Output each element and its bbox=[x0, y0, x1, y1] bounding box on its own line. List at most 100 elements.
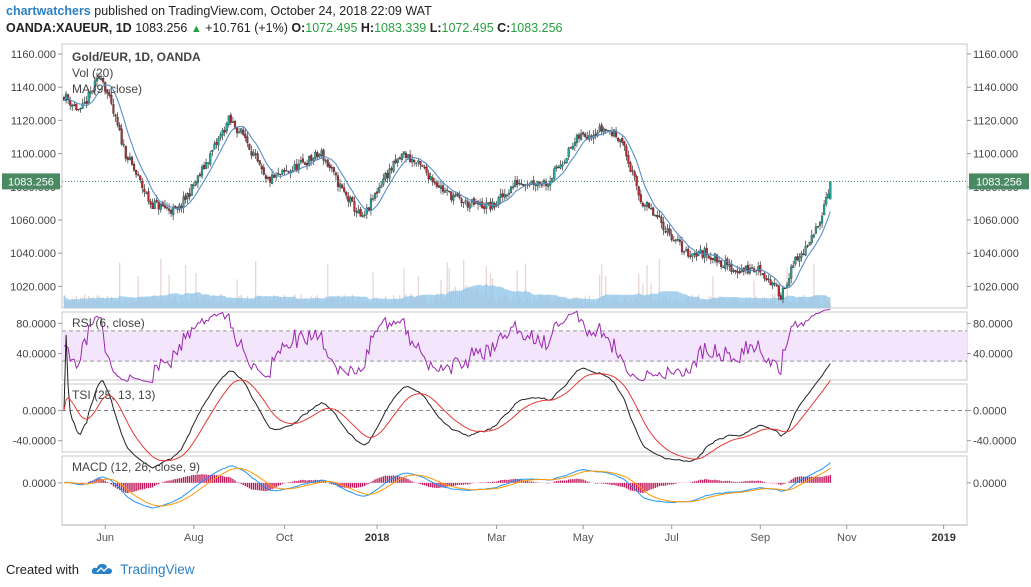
macd-histogram-bar bbox=[407, 479, 409, 483]
price-tick-label-right: 1100.000 bbox=[973, 149, 1018, 161]
macd-histogram-bar bbox=[699, 479, 702, 483]
macd-histogram-bar bbox=[582, 479, 584, 483]
candle-body bbox=[650, 208, 653, 210]
time-tick-label: 2019 bbox=[931, 532, 955, 544]
candle-body bbox=[452, 195, 455, 201]
candle-body bbox=[132, 163, 136, 171]
candle-body bbox=[763, 273, 766, 279]
candle-body bbox=[703, 248, 706, 258]
macd-histogram-bar bbox=[158, 482, 160, 485]
macd-histogram-bar bbox=[419, 482, 422, 485]
volume-bar bbox=[327, 263, 329, 308]
price-tick-label-right: 1140.000 bbox=[973, 82, 1018, 94]
candle-body bbox=[153, 201, 156, 210]
tradingview-logo[interactable]: TradingView bbox=[120, 562, 195, 577]
candle-body bbox=[314, 152, 317, 159]
candle-body bbox=[645, 202, 649, 207]
candle-body bbox=[695, 253, 698, 257]
candle-body bbox=[122, 144, 125, 146]
candle-body bbox=[532, 180, 535, 185]
macd-histogram-bar bbox=[491, 481, 494, 483]
volume-bar bbox=[448, 268, 450, 308]
volume-bar bbox=[524, 263, 527, 308]
osc-tick-label-left: -40.0000 bbox=[13, 436, 56, 448]
macd-histogram-bar bbox=[500, 480, 502, 483]
macd-histogram-bar bbox=[811, 476, 813, 483]
candle-body bbox=[656, 215, 659, 218]
candle-body bbox=[413, 160, 416, 163]
macd-histogram-bar bbox=[654, 482, 656, 488]
candle-body bbox=[388, 168, 391, 179]
macd-histogram-bar bbox=[693, 481, 696, 483]
macd-histogram-bar bbox=[440, 482, 442, 488]
candle-body bbox=[658, 215, 661, 217]
candle-body bbox=[759, 265, 762, 273]
candle-body bbox=[186, 192, 189, 199]
macd-histogram-bar bbox=[710, 479, 712, 483]
tsi-line bbox=[63, 334, 831, 469]
chart-area[interactable]: 1160.000 1160.000 1140.000 1140.000 1120.000… bbox=[0, 40, 1031, 556]
candle-body bbox=[415, 162, 418, 164]
macd-histogram-bar bbox=[596, 482, 599, 484]
osc-tick-label-left: 40.0000 bbox=[16, 349, 56, 361]
candle-body bbox=[155, 200, 158, 203]
candle-body bbox=[396, 158, 399, 164]
candle-body bbox=[147, 191, 150, 202]
candle-body bbox=[757, 266, 760, 271]
macd-histogram-bar bbox=[495, 481, 498, 483]
macd-histogram-bar bbox=[666, 482, 669, 485]
candle-body bbox=[159, 203, 162, 210]
macd-histogram-bar bbox=[423, 482, 426, 486]
macd-histogram-bar bbox=[193, 474, 195, 483]
candle-body bbox=[326, 159, 329, 167]
macd-histogram-bar bbox=[796, 476, 799, 483]
macd-histogram-bar bbox=[320, 480, 323, 483]
candle-body bbox=[240, 128, 243, 133]
macd-histogram-bar bbox=[671, 482, 673, 485]
macd-histogram-bar bbox=[467, 482, 469, 485]
macd-histogram-bar bbox=[199, 474, 201, 483]
macd-histogram-bar bbox=[518, 479, 520, 483]
candle-body bbox=[557, 166, 560, 169]
price-tick-label-left: 1160.000 bbox=[11, 49, 56, 61]
candle-body bbox=[165, 207, 169, 209]
candle-body bbox=[219, 134, 222, 139]
macd-histogram-bar bbox=[644, 482, 646, 493]
ma-label: MA (9, close) bbox=[72, 82, 142, 96]
macd-histogram-bar bbox=[798, 476, 801, 483]
candle-body bbox=[104, 82, 107, 92]
macd-histogram-bar bbox=[380, 477, 382, 483]
candle-body bbox=[273, 174, 276, 178]
macd-histogram-bar bbox=[668, 482, 671, 485]
macd-histogram-bar bbox=[234, 480, 236, 483]
close-value: 1083.256 bbox=[510, 21, 563, 35]
macd-histogram-bar bbox=[223, 476, 226, 483]
candle-body bbox=[520, 183, 523, 185]
author-link[interactable]: chartwatchers bbox=[6, 4, 91, 18]
candle-body bbox=[262, 167, 265, 175]
macd-histogram-bar bbox=[197, 474, 199, 483]
macd-histogram-bar bbox=[743, 481, 745, 483]
macd-histogram-bar bbox=[432, 482, 434, 488]
low-label: L: bbox=[429, 21, 442, 35]
candle-body bbox=[569, 147, 572, 149]
candle-body bbox=[77, 108, 80, 111]
macd-histogram-bar bbox=[427, 482, 430, 487]
macd-histogram-bar bbox=[504, 479, 506, 483]
candle-body bbox=[711, 258, 714, 260]
candle-body bbox=[248, 143, 251, 150]
high-label: H: bbox=[360, 21, 375, 35]
macd-histogram-bar bbox=[615, 482, 617, 486]
price-tick-label-left: 1120.000 bbox=[11, 115, 56, 127]
volume-bar bbox=[599, 275, 601, 308]
candle-body bbox=[798, 256, 801, 262]
price-tick-label-left: 1060.000 bbox=[10, 215, 56, 227]
candle-body bbox=[91, 90, 94, 92]
candle-body bbox=[135, 170, 138, 175]
macd-histogram-bar bbox=[244, 482, 246, 486]
candle-body bbox=[343, 187, 346, 192]
macd-histogram-bar bbox=[757, 480, 759, 483]
candle-body bbox=[765, 277, 768, 281]
candle-body bbox=[244, 133, 247, 138]
candle-body bbox=[320, 150, 323, 156]
